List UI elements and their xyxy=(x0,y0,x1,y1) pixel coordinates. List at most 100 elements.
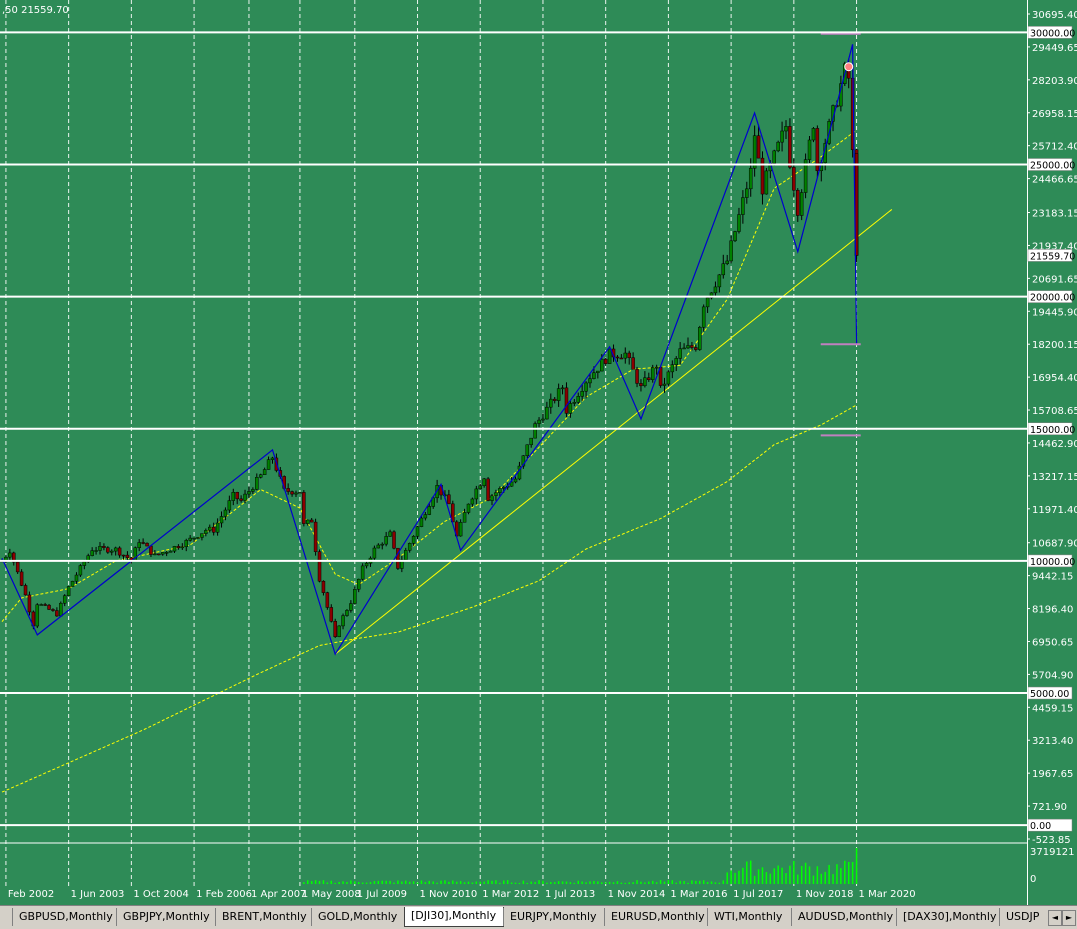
candle-body xyxy=(341,615,345,627)
candle-body xyxy=(415,526,420,537)
candle-body xyxy=(698,327,702,350)
candle-body xyxy=(94,550,98,552)
candle-body xyxy=(227,500,232,511)
candle-body xyxy=(121,554,126,557)
candle-body xyxy=(286,488,290,492)
candle-body xyxy=(682,347,686,350)
candle-body xyxy=(462,512,467,523)
tab-scroll-right-button[interactable]: ► xyxy=(1062,910,1076,926)
tab-eurusd[interactable]: EURUSD,Monthly xyxy=(604,908,706,926)
candle-body xyxy=(670,364,675,373)
tab-dji30[interactable]: [DJI30],Monthly xyxy=(404,907,504,927)
candle-body xyxy=(388,531,392,537)
time-tick-label: 1 Jul 2017 xyxy=(733,889,783,900)
time-tick-label: 1 Jul 2009 xyxy=(357,889,407,900)
price-tick-label: 11971.40 xyxy=(1032,505,1077,516)
price-tick-label: 13217.15 xyxy=(1032,472,1077,483)
candle-body xyxy=(568,403,573,414)
candle-body xyxy=(709,292,714,299)
candle-body xyxy=(396,547,400,569)
candle-body xyxy=(184,540,188,547)
candle-body xyxy=(752,135,757,169)
candle-body xyxy=(235,492,239,500)
candle-body xyxy=(364,562,369,567)
price-tick-label: 15708.65 xyxy=(1032,406,1077,417)
candle-body xyxy=(329,607,334,622)
candle-body xyxy=(584,382,588,392)
candle-body xyxy=(737,214,741,232)
price-tick-label: -523.85 xyxy=(1032,835,1071,846)
tab-wti[interactable]: WTI,Monthly xyxy=(707,908,792,926)
tab-brent[interactable]: BRENT,Monthly xyxy=(215,908,310,926)
candle-body xyxy=(113,547,118,552)
level-label: 0.00 xyxy=(1030,821,1051,832)
candle-body xyxy=(353,588,357,604)
candle-body xyxy=(15,561,20,573)
candle-body xyxy=(215,522,220,533)
candle-body xyxy=(110,550,114,553)
candle-body xyxy=(796,189,800,216)
candle-body xyxy=(615,356,620,359)
candle-body xyxy=(674,358,678,365)
candle-body xyxy=(678,348,682,359)
candle-body xyxy=(619,357,624,360)
candle-body xyxy=(803,159,808,193)
time-tick-label: 1 Jul 2013 xyxy=(545,889,595,900)
candle-body xyxy=(372,547,377,559)
candle-body xyxy=(756,135,761,159)
candle-body xyxy=(745,188,749,198)
candle-body xyxy=(541,418,545,421)
tab-gbpjpy[interactable]: GBPJPY,Monthly xyxy=(116,908,215,926)
candle-body xyxy=(533,423,537,439)
candle-body xyxy=(494,492,498,496)
tab-dax30[interactable]: [DAX30],Monthly xyxy=(896,908,999,926)
tab-gold[interactable]: GOLD,Monthly xyxy=(311,908,402,926)
price-tick-label: 18200.15 xyxy=(1032,340,1077,351)
candle-body xyxy=(90,550,94,556)
candle-body xyxy=(647,377,651,380)
candle-body xyxy=(521,455,526,467)
time-tick-label: Feb 2002 xyxy=(8,889,54,900)
candle-body xyxy=(188,537,192,541)
time-tick-label: 1 Mar 2016 xyxy=(670,889,727,900)
time-tick-label: 1 Nov 2014 xyxy=(608,889,666,900)
ohlc-readout: ,50 21559.70 xyxy=(2,5,69,16)
tab-usdjp[interactable]: USDJP xyxy=(999,908,1050,926)
candle-body xyxy=(509,481,514,487)
tab-audusd[interactable]: AUDUSD,Monthly xyxy=(791,908,895,926)
candle-body xyxy=(404,550,408,561)
candle-body xyxy=(153,553,157,556)
price-tick-label: 16954.40 xyxy=(1032,373,1077,384)
candle-body xyxy=(313,521,318,552)
candle-body xyxy=(223,509,228,517)
candle-body xyxy=(545,406,549,420)
candle-body xyxy=(70,580,75,587)
level-label: 15000.00 xyxy=(1030,425,1075,436)
candle-body xyxy=(490,495,494,501)
tab-eurjpy[interactable]: EURJPY,Monthly xyxy=(503,908,602,926)
time-tick-label: 1 Oct 2004 xyxy=(133,889,188,900)
price-tick-label: 24466.65 xyxy=(1032,175,1077,186)
candle-body xyxy=(639,383,643,387)
candle-body xyxy=(451,503,455,523)
candle-body xyxy=(580,391,584,397)
candle-body xyxy=(423,514,428,519)
zigzag-line xyxy=(1,44,858,656)
candle-body xyxy=(717,274,722,288)
candle-body xyxy=(643,377,647,387)
price-tick-label: 4459.15 xyxy=(1032,703,1073,714)
candle-body xyxy=(35,604,40,627)
candle-body xyxy=(701,306,706,328)
tab-gbpusd[interactable]: GBPUSD,Monthly xyxy=(12,908,116,926)
candle-body xyxy=(635,369,639,384)
candle-body xyxy=(337,625,341,637)
candle-body xyxy=(145,542,149,547)
price-chart[interactable]: 3719121 0 Feb 2002 1 Jun 2003 1 Oct 2004 1 F… xyxy=(0,0,1077,905)
candle-body xyxy=(168,550,173,553)
candle-body xyxy=(788,126,792,168)
moving-averages xyxy=(1,129,893,793)
trendline xyxy=(334,209,893,655)
price-tick-label: 14462.90 xyxy=(1032,439,1077,450)
candle-body xyxy=(482,478,486,487)
tab-scroll-left-button[interactable]: ◄ xyxy=(1048,910,1062,926)
